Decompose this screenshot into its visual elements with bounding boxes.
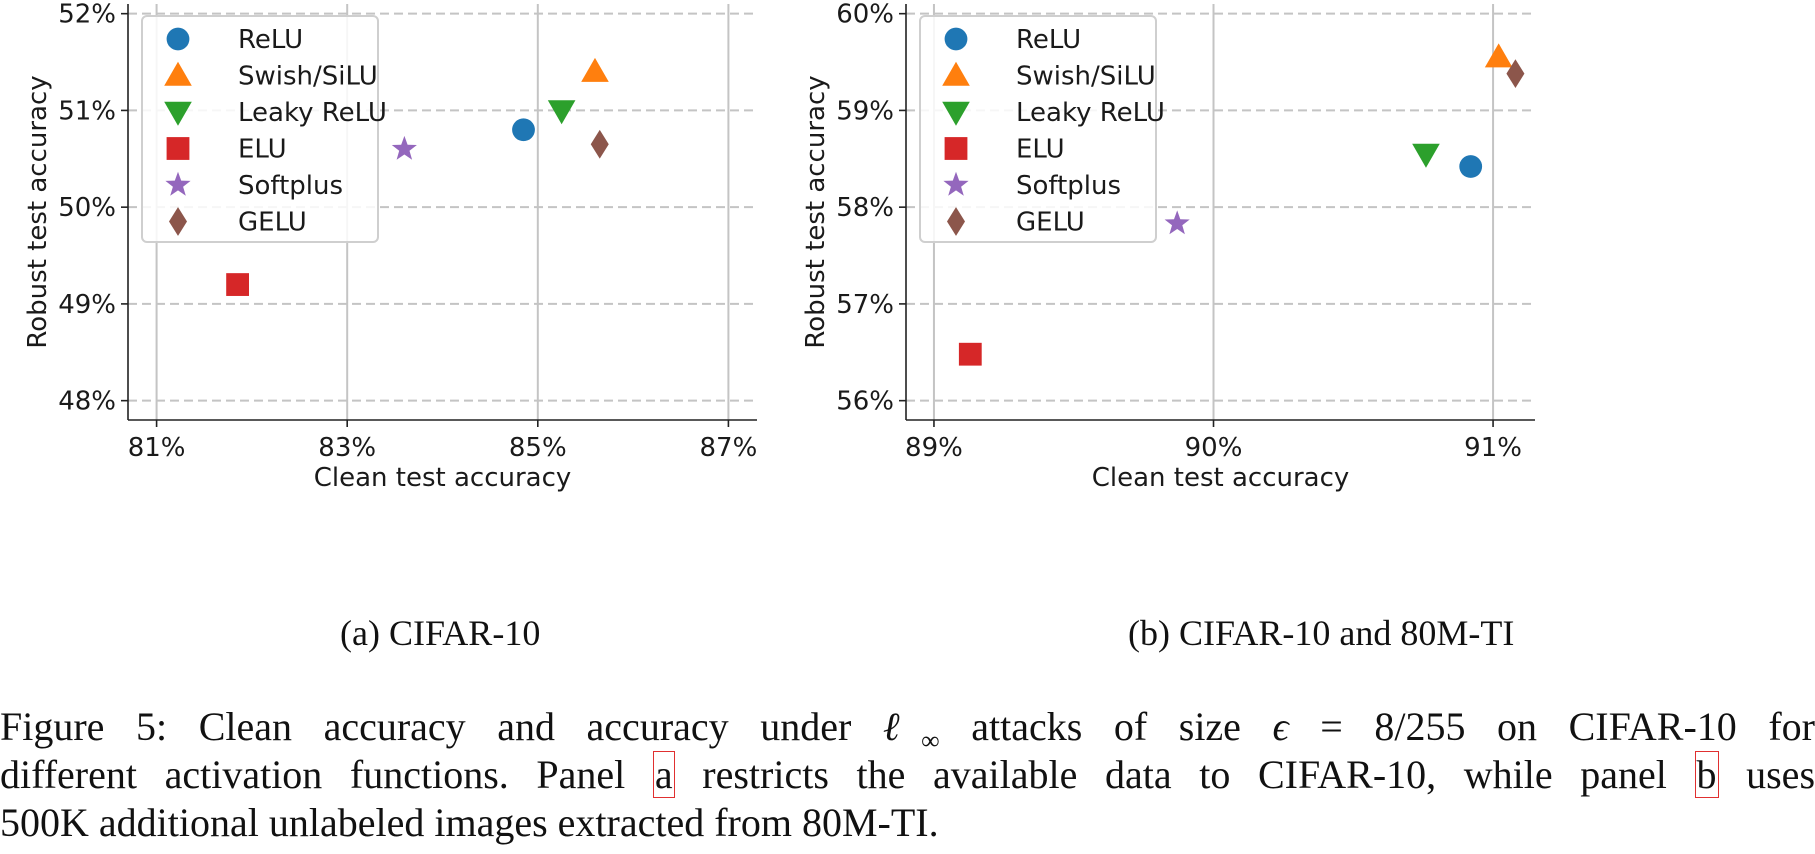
panel-a-x-tick-label: 83% [318, 433, 376, 463]
panel-b-y-tick-label: 58% [836, 193, 894, 223]
panel-a-link[interactable]: a [652, 751, 675, 798]
panel-b-link[interactable]: b [1694, 751, 1719, 798]
panel-a-y-axis-label: Robust test accuracy [23, 75, 53, 348]
panel-a-point-swish-silu [581, 57, 609, 82]
panel-a-point-elu [226, 273, 249, 296]
panel-b-y-tick-label: 60% [836, 0, 894, 30]
panel-b-caption: (b) CIFAR-10 and 80M-TI [1128, 613, 1515, 653]
panel-b-legend-label-swish-silu: Swish/SiLU [1016, 62, 1156, 92]
panel-a-legend-label-swish-silu: Swish/SiLU [238, 62, 378, 92]
panel-a-caption: (a) CIFAR-10 [340, 613, 541, 653]
panel-b-legend-marker-elu [944, 137, 968, 160]
panel-b-legend-marker-gelu [947, 207, 965, 236]
panel-a-y-tick-label: 52% [58, 0, 116, 30]
panel-a-point-gelu [590, 129, 609, 159]
panel-b-legend-marker-leaky-relu [942, 101, 970, 126]
panel-a-x-tick-label: 81% [128, 433, 186, 463]
panel-a-x-tick-label: 87% [700, 433, 758, 463]
panel-b-legend-label-leaky-relu: Leaky ReLU [1016, 98, 1165, 128]
panel-a-y-tick-label: 51% [58, 96, 116, 126]
panel-a-legend: ReLU Swish/SiLU Leaky ReLU ELU Softplus GELU [141, 15, 387, 243]
panel-b-point-leaky-relu [1412, 143, 1440, 168]
panel-a-legend-label-relu: ReLU [238, 25, 303, 55]
panel-b-y-tick-label: 59% [836, 96, 894, 126]
panel-a-legend-label-elu: ELU [238, 135, 287, 165]
panel-b-legend-marker-swish-silu [942, 61, 970, 86]
figure-caption-line1: Figure 5: Clean accuracy and accuracy un… [0, 704, 1815, 755]
panel-b-legend-label-softplus: Softplus [1016, 171, 1121, 201]
panel-a-legend-marker-leaky-relu [164, 101, 192, 126]
panel-a-legend-label-gelu: GELU [238, 208, 307, 238]
panel-b-point-swish-silu [1484, 43, 1513, 68]
panel-b-point-relu [1459, 155, 1483, 178]
panel-a-y-tick-label: 48% [58, 387, 116, 417]
panel-b-x-tick-label: 90% [1185, 433, 1243, 463]
panel-b-legend-marker-softplus [943, 171, 969, 196]
panel-b-y-tick-label: 57% [836, 290, 894, 320]
panel-a-x-tick-label: 85% [509, 433, 567, 463]
panel-a-x-axis-label: Clean test accuracy [314, 463, 572, 493]
panel-b-legend-frame [919, 15, 1157, 243]
panel-b-x-axis-label: Clean test accuracy [1092, 463, 1350, 493]
panel-b-point-softplus [1164, 210, 1190, 235]
panel-a-legend-label-softplus: Softplus [238, 171, 343, 201]
panel-b-legend-marker-relu [944, 27, 968, 51]
panel-b-legend-label-relu: ReLU [1016, 25, 1081, 55]
panel-b-point-gelu [1506, 59, 1525, 89]
panel-b-x-tick-label: 91% [1464, 433, 1522, 463]
panel-b-chart: 89% 90% 91% 56% 57% 58% 59% 60% Clean test accur… [801, 0, 1535, 493]
panel-a-y-tick-label: 49% [58, 290, 116, 320]
panel-a-legend-marker-softplus [165, 171, 191, 196]
panel-a-point-softplus [391, 135, 417, 160]
panel-a-legend-marker-elu [166, 137, 190, 160]
panel-b-y-axis-label: Robust test accuracy [801, 75, 831, 348]
panel-a-legend-marker-gelu [169, 207, 187, 236]
figure-caption-line2: different activation functions. Panel a … [0, 751, 1815, 798]
panel-a-y-tick-label: 50% [58, 193, 116, 223]
panel-a-point-leaky-relu [547, 100, 576, 125]
panel-b-x-tick-label: 89% [905, 433, 963, 463]
panel-a-legend-marker-swish-silu [164, 61, 192, 86]
panel-b-legend: ReLU Swish/SiLU Leaky ReLU ELU Softplus GELU [919, 15, 1165, 243]
panel-a-point-relu [512, 118, 535, 142]
panel-a-legend-label-leaky-relu: Leaky ReLU [238, 98, 387, 128]
panel-b-point-elu [958, 342, 982, 366]
panel-a-legend-marker-relu [166, 27, 190, 51]
figure-caption-line3: 500K additional unlabeled images extract… [0, 800, 939, 845]
panel-b-legend-label-gelu: GELU [1016, 208, 1085, 238]
panel-b-legend-label-elu: ELU [1016, 135, 1065, 165]
panel-a-chart: 81% 83% 85% 87% 48% 49% 50% 51% 52% Clean test ac… [23, 0, 757, 493]
panel-b-y-tick-label: 56% [836, 387, 894, 417]
panel-a-legend-frame [141, 15, 379, 243]
